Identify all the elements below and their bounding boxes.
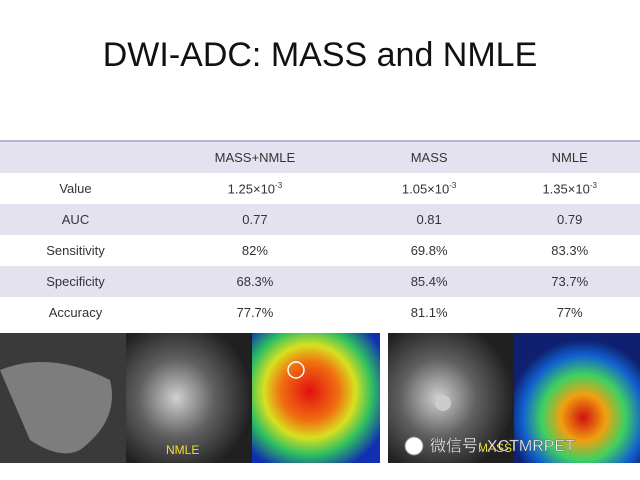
lesion: [435, 395, 451, 411]
table-cell: 0.79: [557, 212, 583, 227]
image-strip: NMLE MASS 微信号: XCTMRPET: [0, 333, 640, 463]
tissue: [0, 362, 112, 454]
table-row: Sensitivity 82% 69.8% 83.3%: [0, 235, 640, 266]
value-exponent: -3: [589, 180, 597, 190]
value-base: 1.25×10: [227, 181, 276, 197]
slide-title: DWI-ADC: MASS and NMLE: [102, 36, 538, 74]
table-cell: 1.25×10-3: [151, 173, 359, 204]
value-exponent: -3: [449, 180, 457, 190]
table-cell: 1.05×10-3: [359, 173, 500, 204]
table-row: Specificity 68.3% 85.4% 73.7%: [0, 266, 640, 297]
table-cell: 0.81: [416, 212, 442, 227]
table-cell: 77%: [556, 305, 583, 320]
table-cell: 0.77: [242, 212, 268, 227]
value-exponent: -3: [275, 180, 283, 190]
adc-map: [252, 333, 380, 463]
value-base: 1.35×10: [542, 181, 590, 197]
table-cell: 69.8%: [410, 243, 448, 258]
image-label: NMLE: [166, 443, 199, 457]
row-label: AUC: [61, 212, 90, 227]
column-header: NMLE: [551, 150, 588, 165]
header-row: MASS+NMLE MASS NMLE: [0, 141, 640, 173]
table-row: AUC 0.77 0.81 0.79: [0, 204, 640, 235]
row-label: Specificity: [46, 274, 105, 289]
row-label: Value: [59, 181, 92, 196]
adc-map: [514, 333, 640, 463]
table-cell: 82%: [241, 243, 268, 258]
table-row: Accuracy 77.7% 81.1% 77%: [0, 297, 640, 328]
value-base: 1.05×10: [401, 181, 450, 197]
roi-marker: [287, 361, 305, 379]
table-cell: 1.35×10-3: [499, 173, 640, 204]
image-label: MASS: [478, 441, 512, 455]
dwi-image: [126, 333, 252, 463]
wechat-icon: [404, 436, 424, 456]
row-label: Sensitivity: [46, 243, 105, 258]
results-table: MASS+NMLE MASS NMLE Value 1.25×10-3 1.05×10-3…: [0, 140, 640, 328]
table-cell: 68.3%: [236, 274, 274, 289]
table-cell: 73.7%: [551, 274, 589, 289]
table-cell: 85.4%: [410, 274, 448, 289]
column-header: MASS+NMLE: [214, 150, 296, 165]
column-header: MASS: [410, 150, 448, 165]
table-cell: 83.3%: [551, 243, 589, 258]
watermark: 微信号: XCTMRPET: [430, 437, 575, 455]
row-label: Accuracy: [48, 305, 103, 320]
table-row: Value 1.25×10-3 1.05×10-3 1.35×10-3: [0, 173, 640, 204]
table-cell: 81.1%: [410, 305, 448, 320]
table-cell: 77.7%: [236, 305, 274, 320]
corner-cell: [0, 141, 151, 173]
